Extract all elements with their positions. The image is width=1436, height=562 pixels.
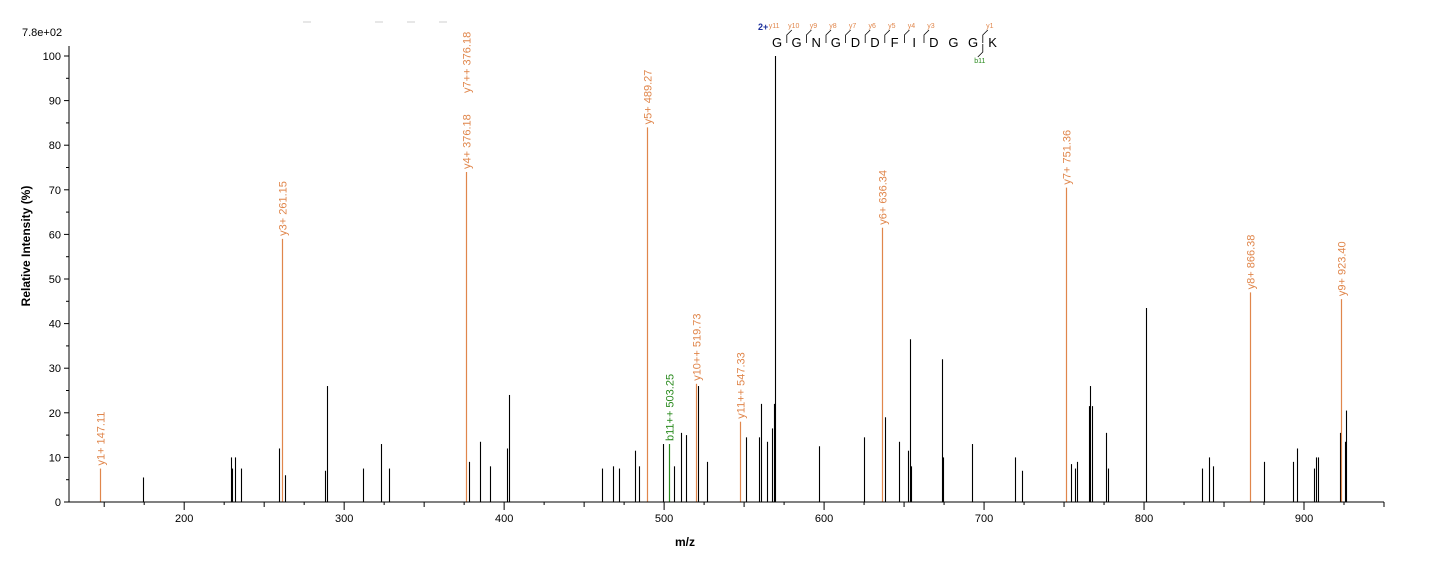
y-tick-label: 90 xyxy=(49,96,61,108)
y-fragment-bracket xyxy=(864,29,871,43)
y-tick-label: 30 xyxy=(49,363,61,375)
peak-label: y5+ 489.27 xyxy=(643,70,655,125)
x-tick-label: 700 xyxy=(975,513,993,525)
sequence-residue: G xyxy=(968,35,978,50)
y-fragment-bracket xyxy=(845,29,851,43)
sequence-residue: G xyxy=(792,35,802,50)
sequence-residue: G xyxy=(772,35,782,50)
y-tick-label: 0 xyxy=(55,497,61,509)
y-axis-title: Relative Intensity (%) xyxy=(19,186,33,307)
y-ion-marker: y8 xyxy=(829,23,837,30)
y-ion-marker: y3 xyxy=(927,23,935,30)
y-tick-label: 40 xyxy=(49,319,61,331)
peak-label: y10++ 519.73 xyxy=(692,314,704,381)
b-fragment-bracket xyxy=(977,44,984,58)
sequence-residue: G xyxy=(831,35,841,50)
y-ion-marker: y7 xyxy=(849,23,857,30)
y-ion-marker: y4 xyxy=(908,23,916,30)
peak-label: y3+ 261.15 xyxy=(278,181,290,236)
peak-label: y4+ 376.18 xyxy=(462,114,474,169)
sequence-residue: G xyxy=(948,35,958,50)
y-ion-marker: y1 xyxy=(986,23,994,30)
peak-label: y6+ 636.34 xyxy=(878,170,890,225)
sequence-residue: N xyxy=(812,35,821,50)
x-tick-label: 900 xyxy=(1295,513,1313,525)
charge-state: 2+ xyxy=(758,22,768,32)
y-tick-label: 80 xyxy=(49,140,61,152)
peak-label: b11++ 503.25 xyxy=(665,374,677,441)
y-tick-label: 20 xyxy=(49,408,61,420)
peak-label: y1+ 147.11 xyxy=(96,412,108,466)
y-fragment-bracket xyxy=(904,29,910,43)
y-ion-marker: y10 xyxy=(788,23,799,30)
sequence-residue: K xyxy=(988,35,997,50)
y-tick-label: 70 xyxy=(49,185,61,197)
y-ion-marker: y11 xyxy=(769,23,780,30)
y-fragment-bracket xyxy=(786,29,793,43)
peak-labels: y1+ 147.11 y3+ 261.15 y4+ 376.18 y7++ 376.1… xyxy=(96,32,1349,466)
y-tick-label: 60 xyxy=(49,229,61,241)
y-tick-label: 100 xyxy=(43,51,61,63)
peak-label: y9+ 923.40 xyxy=(1337,241,1349,296)
sequence-residue: D xyxy=(870,35,879,50)
x-tick-label: 400 xyxy=(495,513,513,525)
x-axis-title: m/z xyxy=(675,535,695,549)
peak-label: y11++ 547.33 xyxy=(736,352,748,418)
x-tick-label: 200 xyxy=(175,513,193,525)
peak-label: y7+ 751.36 xyxy=(1062,130,1074,185)
y-ion-marker: y5 xyxy=(888,23,896,30)
peak-bars xyxy=(99,56,1348,502)
y-axis-ticks: 0 10 20 30 40 50 60 70 80 90 100 xyxy=(43,51,69,509)
x-tick-label: 800 xyxy=(1135,513,1153,525)
b-ion-marker: b11 xyxy=(974,58,985,65)
x-tick-label: 500 xyxy=(655,513,673,525)
sequence-residue: D xyxy=(851,35,860,50)
sequence-residue: F xyxy=(891,35,899,50)
x-tick-label: 300 xyxy=(335,513,353,525)
y-fragment-bracket xyxy=(923,29,930,43)
x-tick-label: 600 xyxy=(815,513,833,525)
y-ion-marker: y6 xyxy=(868,23,876,30)
y-ion-marker: y9 xyxy=(810,23,818,30)
y-fragment-bracket xyxy=(825,29,832,43)
y-fragment-bracket xyxy=(806,29,812,43)
y-tick-label: 50 xyxy=(49,274,61,286)
sequence-residue: I xyxy=(912,35,916,50)
scale-label: 7.8e+02 xyxy=(22,27,62,39)
x-axis-ticks: 200 300 400 500 600 700 800 900 xyxy=(103,502,1385,525)
y-fragment-bracket xyxy=(982,29,989,43)
sequence-residue: D xyxy=(929,35,938,50)
peak-label: y8+ 866.38 xyxy=(1246,235,1258,290)
y-fragment-bracket xyxy=(884,29,891,43)
y-tick-label: 10 xyxy=(49,452,61,464)
peak-label: y7++ 376.18 xyxy=(462,32,474,93)
